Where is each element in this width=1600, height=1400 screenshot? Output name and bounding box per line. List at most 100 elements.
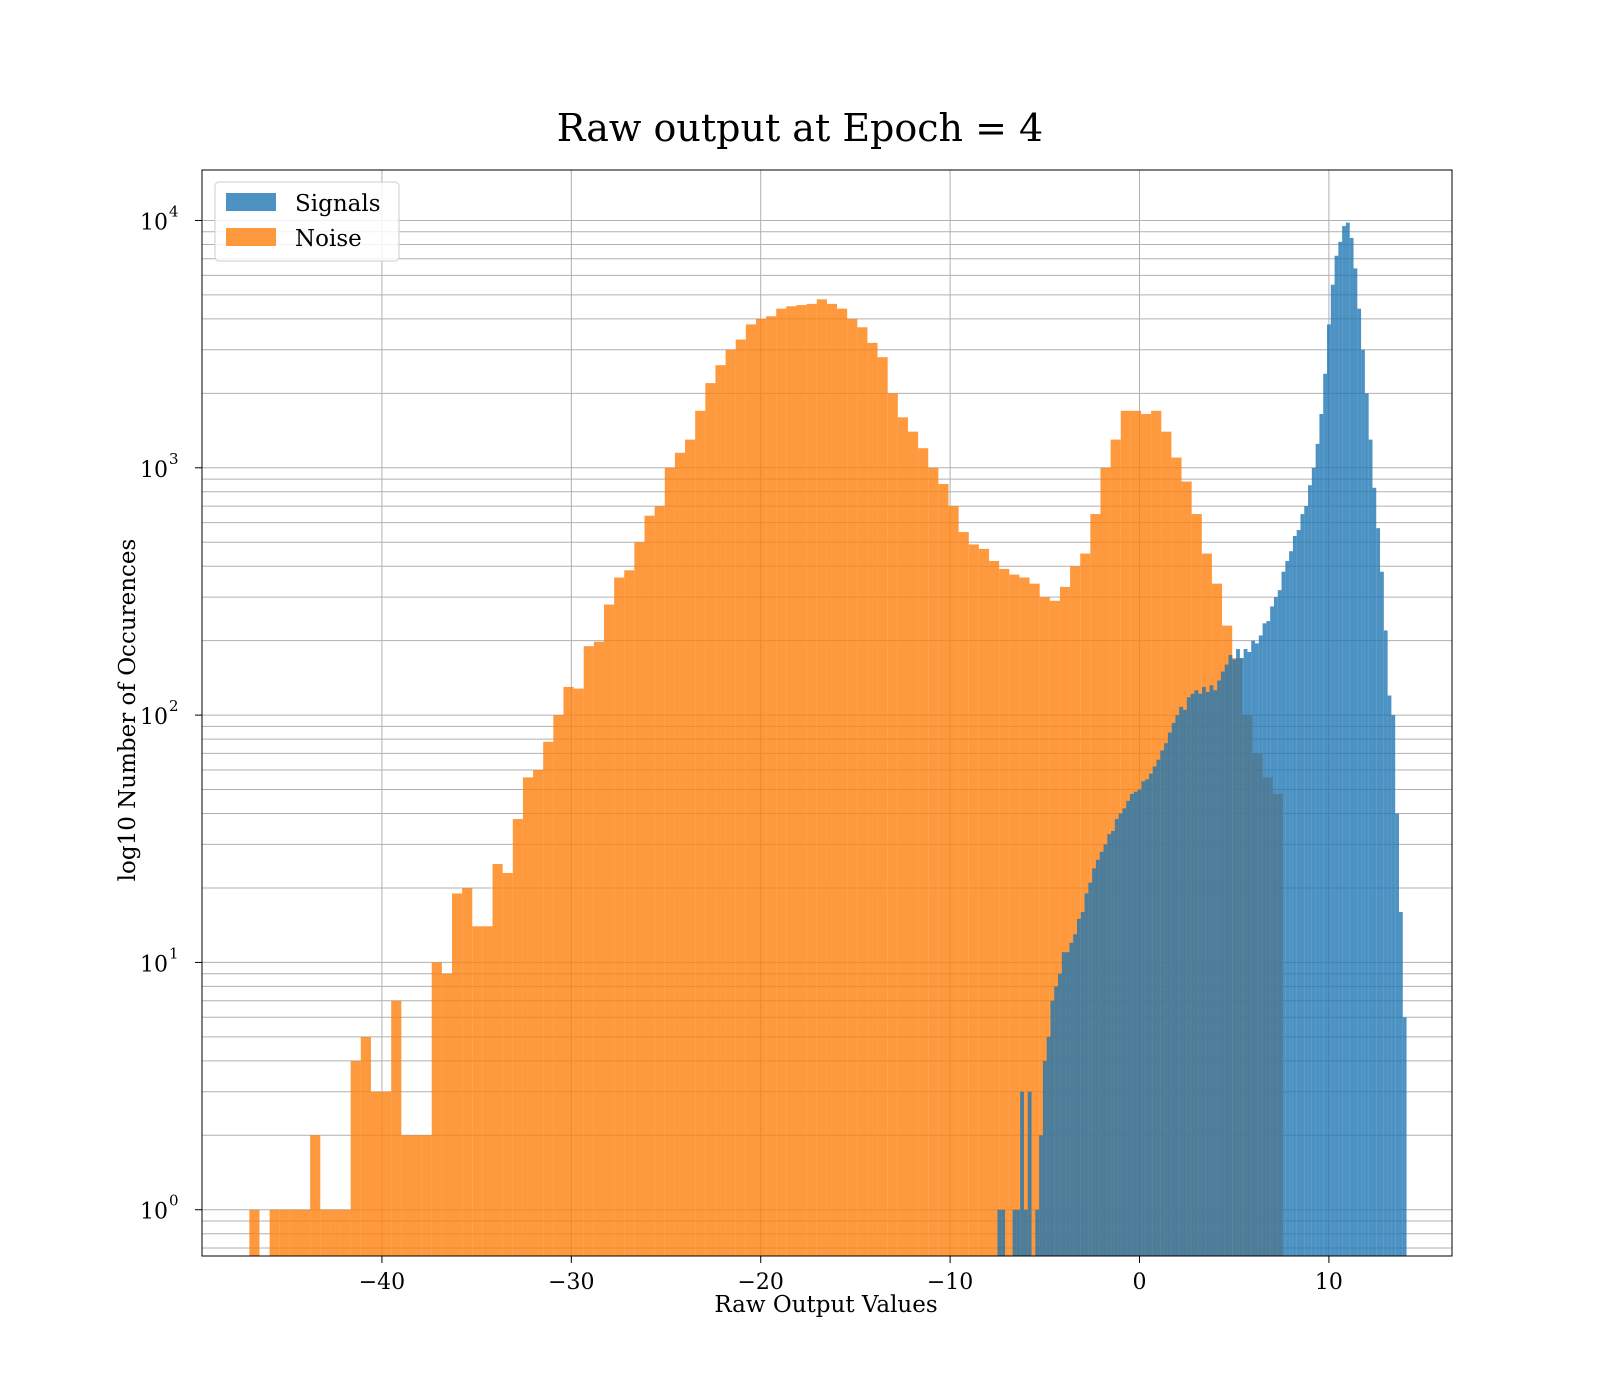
- noise-bar: [300, 1209, 311, 1256]
- noise-bar: [735, 339, 746, 1256]
- noise-bar: [320, 1209, 331, 1256]
- noise-bar: [786, 306, 797, 1256]
- signals-bar: [1020, 1091, 1024, 1256]
- y-axis-label: log10 Number of Occurences: [115, 539, 141, 882]
- noise-bar: [492, 864, 503, 1256]
- signals-bar: [1145, 779, 1149, 1256]
- signals-bar: [1073, 934, 1077, 1256]
- noise-bar: [634, 542, 645, 1256]
- signals-bar: [1349, 237, 1354, 1256]
- noise-bar: [472, 926, 483, 1256]
- x-tick-label: 10: [1315, 1270, 1343, 1295]
- signals-bar: [1194, 690, 1199, 1256]
- noise-bar: [279, 1209, 290, 1256]
- x-tick-label: −20: [737, 1270, 783, 1295]
- legend-swatch-signals: [226, 193, 276, 211]
- signals-bar: [1065, 952, 1070, 1256]
- signals-bar: [997, 1209, 1002, 1256]
- y-tick-exponent: 2: [169, 697, 179, 715]
- noise-bar: [654, 506, 665, 1256]
- signals-bar: [1315, 443, 1320, 1256]
- signals-bar: [1281, 571, 1286, 1256]
- noise-bar: [847, 318, 858, 1256]
- signals-bar: [1130, 793, 1134, 1256]
- signals-bar: [1171, 722, 1176, 1256]
- signals-bar: [1160, 750, 1165, 1256]
- signals-bar: [1266, 621, 1271, 1256]
- noise-bar: [421, 1135, 432, 1256]
- noise-bar: [806, 303, 817, 1256]
- signals-bar: [1148, 773, 1153, 1256]
- noise-bar: [776, 308, 787, 1256]
- legend-label-signals: Signals: [295, 191, 381, 217]
- noise-bar: [1039, 597, 1050, 1256]
- signals-bar: [1308, 485, 1312, 1257]
- signals-bar: [1311, 467, 1316, 1257]
- noise-bar: [289, 1209, 301, 1256]
- signals-bar: [1387, 695, 1392, 1256]
- noise-bar: [482, 926, 493, 1256]
- noise-bar: [381, 1091, 392, 1256]
- noise-bar: [401, 1135, 412, 1256]
- signals-bar: [1304, 506, 1309, 1256]
- y-tick-exponent: 3: [169, 450, 179, 468]
- x-axis-ticks: −40 −30 −20 −10 0 10: [359, 1256, 1343, 1295]
- noise-bar: [441, 973, 452, 1256]
- signals-bar: [1137, 789, 1142, 1256]
- signals-bar: [1114, 819, 1119, 1256]
- noise-bar: [350, 1060, 361, 1256]
- signals-bar: [1338, 241, 1343, 1256]
- x-tick-label: −40: [359, 1270, 405, 1295]
- signals-bar: [1077, 918, 1081, 1256]
- noise-bar: [330, 1209, 341, 1256]
- signals-bar: [1103, 844, 1108, 1256]
- signals-bar: [1342, 225, 1346, 1257]
- signals-bar: [1220, 671, 1225, 1256]
- y-tick-label: 10: [140, 952, 168, 977]
- signals-bar: [1402, 1017, 1407, 1256]
- signals-bar: [1133, 791, 1138, 1256]
- signals-bar: [1050, 1000, 1055, 1256]
- signals-bar: [1334, 255, 1339, 1256]
- noise-bar: [1019, 577, 1030, 1256]
- signals-bar: [1270, 606, 1274, 1256]
- noise-bar: [816, 299, 827, 1256]
- signals-bar: [1095, 859, 1100, 1256]
- noise-bar: [391, 1000, 402, 1256]
- signals-bar: [1175, 715, 1180, 1256]
- noise-bar: [725, 349, 736, 1256]
- noise-bar: [1029, 583, 1040, 1256]
- noise-bar: [1009, 574, 1020, 1256]
- noise-bar: [685, 439, 696, 1256]
- signals-bar: [1353, 268, 1358, 1256]
- chart-title: Raw output at Epoch = 4: [557, 106, 1043, 150]
- noise-bar: [826, 303, 838, 1256]
- signals-bar: [1330, 284, 1335, 1256]
- noise-bar: [462, 887, 473, 1256]
- signals-bar: [1183, 709, 1187, 1256]
- noise-bar: [583, 646, 594, 1256]
- noise-bar: [452, 893, 463, 1256]
- signals-bar: [1380, 571, 1384, 1256]
- signals-bar: [1027, 1091, 1032, 1256]
- x-tick-label: −30: [548, 1270, 594, 1295]
- noise-bar: [745, 324, 756, 1257]
- signals-bar: [1205, 692, 1210, 1256]
- y-tick-label: 10: [140, 705, 168, 730]
- signals-bar: [1213, 690, 1218, 1256]
- noise-bar: [907, 431, 919, 1257]
- noise-bar: [968, 544, 979, 1256]
- y-tick-label: 10: [140, 1200, 168, 1225]
- signals-bar: [1080, 911, 1085, 1256]
- noise-bar: [310, 1135, 321, 1256]
- signals-bar: [1292, 535, 1297, 1256]
- noise-bar: [1049, 600, 1060, 1256]
- noise-bar: [948, 506, 959, 1256]
- noise-bar: [573, 688, 584, 1256]
- noise-bar: [766, 316, 777, 1257]
- signals-bar: [1069, 942, 1074, 1256]
- signals-bar: [1164, 743, 1168, 1256]
- noise-bar: [938, 483, 949, 1257]
